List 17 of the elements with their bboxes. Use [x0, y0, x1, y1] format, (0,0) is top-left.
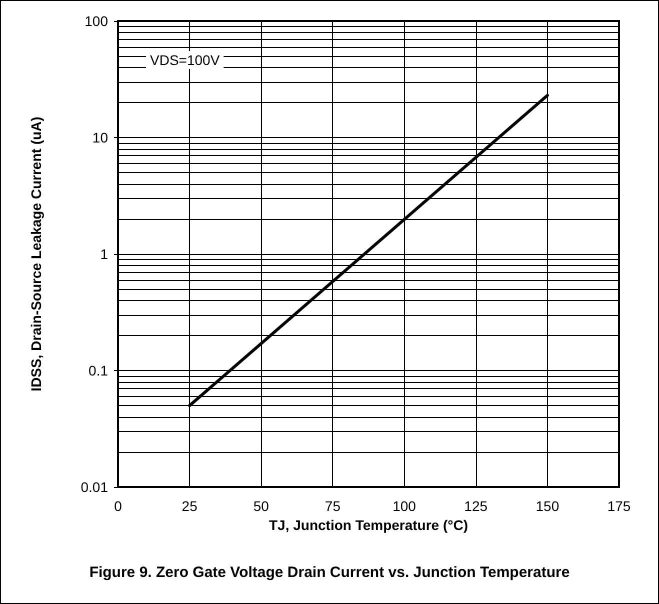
x-tick-label: 175	[607, 498, 631, 514]
x-tick-label: 100	[392, 498, 416, 514]
y-axis-title: IDSS, Drain-Source Leakage Current (uA)	[28, 116, 44, 392]
y-tick-label: 100	[84, 13, 108, 29]
annotation: VDS=100V	[150, 52, 220, 68]
text: Figure 9. Zero Gate Voltage Drain Current vs. Junction Temperature	[89, 564, 570, 581]
x-tick-label: 125	[464, 498, 488, 514]
x-tick-label: 25	[182, 498, 198, 514]
x-axis-title: TJ, Junction Temperature (°C)	[268, 516, 468, 533]
y-tick-label: 0.01	[80, 479, 108, 495]
y-tick-label: 0.1	[88, 362, 108, 378]
x-tick-label: 0	[114, 498, 122, 514]
y-tick-label: 10	[92, 130, 108, 146]
x-tick-label: 50	[253, 498, 270, 514]
x-tick-label: 75	[324, 498, 341, 514]
x-tick-label: 150	[536, 498, 560, 514]
y-tick-label: 1	[100, 246, 108, 262]
